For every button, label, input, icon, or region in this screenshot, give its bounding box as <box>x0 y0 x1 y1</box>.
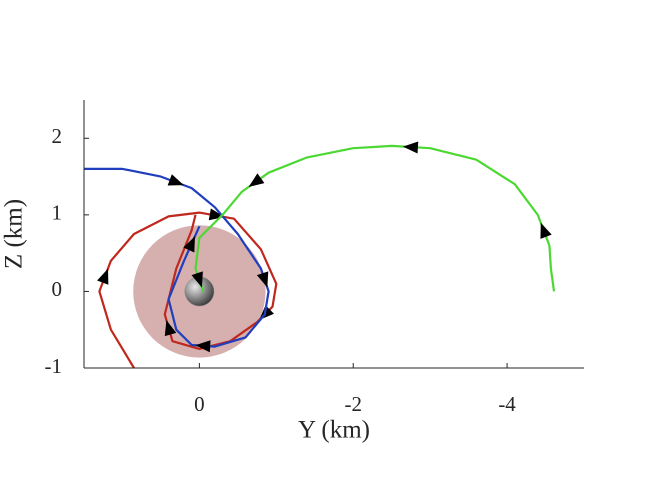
direction-arrow <box>97 268 109 285</box>
direction-arrow <box>195 340 211 353</box>
direction-arrow <box>402 141 419 154</box>
direction-arrow <box>248 173 265 187</box>
y-axis-label: Z (km) <box>1 199 28 269</box>
direction-arrow <box>167 174 184 186</box>
x-tick-label: -4 <box>498 392 516 416</box>
plot-area <box>84 141 556 369</box>
direction-arrow <box>191 271 203 288</box>
direction-arrow <box>164 320 177 337</box>
y-tick-label: -1 <box>45 354 63 378</box>
direction-arrow <box>183 236 195 253</box>
direction-arrow <box>256 271 269 288</box>
x-tick-label: 0 <box>194 392 205 416</box>
trajectory <box>98 211 278 369</box>
direction-arrow <box>540 222 552 239</box>
y-tick-label: 1 <box>52 201 63 225</box>
y-tick-label: 0 <box>52 277 63 301</box>
x-tick-label: -2 <box>344 392 362 416</box>
x-axis-label: Y (km) <box>298 417 370 444</box>
y-tick-label: 2 <box>52 124 63 148</box>
